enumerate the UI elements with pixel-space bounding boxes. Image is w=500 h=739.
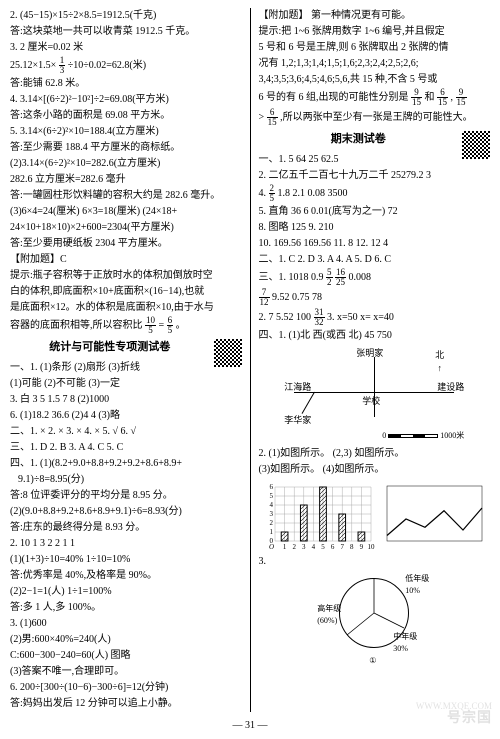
text: 6. (1)18.2 36.6 (2)4 4 (3)略 <box>10 408 242 423</box>
text: (3)如图所示。 (4)如图所示。 <box>259 462 491 477</box>
text: 提示:瓶子容积等于正放时水的体积加倒放时空 <box>10 268 242 283</box>
svg-text:7: 7 <box>340 543 344 551</box>
svg-text:1: 1 <box>282 543 286 551</box>
svg-text:4: 4 <box>269 501 273 509</box>
svg-text:6: 6 <box>269 483 273 491</box>
text: 3,4;3,5;3,6;4,5;4,6;5,6,共 15 种,不含 5 号或 <box>259 72 491 87</box>
text: 答:优秀率是 40%,及格率是 90%。 <box>10 568 242 583</box>
text: 2. 10 1 3 2 2 1 1 <box>10 536 242 551</box>
text: 5 号和 6 号是王牌,则 6 张牌取出 2 张牌的情 <box>259 40 491 55</box>
text: 是底面积×12。水的体积是底面积×10,由于水与 <box>10 300 242 315</box>
text: > 615 ,所以两张中至少有一张是王牌的可能性大。 <box>259 108 491 127</box>
page-number: — 31 — <box>0 718 500 733</box>
text: 一、1. 5 64 25 62.5 <box>259 152 491 167</box>
pie-chart: 低年级10% 高年级(60%) 中年级30% ① <box>329 573 419 663</box>
text: (2)男:600×40%=240(人) <box>10 632 242 647</box>
text: (1)可能 (2)不可能 (3)一定 <box>10 376 242 391</box>
svg-text:5: 5 <box>321 543 325 551</box>
text: 二、1. C 2. D 3. A 4. A 5. D 6. C <box>259 252 491 267</box>
text: 【附加题】 第一种情况更有可能。 <box>259 8 491 23</box>
compass-icon: 北 ↑ <box>435 349 444 376</box>
text: 答:这条小路的面积是 69.08 平方米。 <box>10 108 242 123</box>
text: 况有 1,2;1,3;1,4;1,5;1,6;2,3;2,4;2,5;2,6; <box>259 56 491 71</box>
text: 6 号的有 6 组,出现的可能性分别是 915 和 615 , 915 <box>259 88 491 107</box>
column-divider <box>250 8 251 712</box>
charts-row: 012345612345678910O <box>259 478 491 554</box>
text: 2. 7 5.52 100 3132 3. x=50 x= x=40 <box>259 308 491 327</box>
text: (3)6×4=24(厘米) 6×3=18(厘米) (24×18+ <box>10 204 242 219</box>
text: 答:至少要用硬纸板 2304 平方厘米。 <box>10 236 242 251</box>
svg-text:4: 4 <box>311 543 315 551</box>
text: 282.6 立方厘米=282.6 毫升 <box>10 172 242 187</box>
text: 6. 200÷[300÷(10−6)−300÷6]=12(分钟) <box>10 680 242 695</box>
svg-text:1: 1 <box>269 528 273 536</box>
left-column: 2. (45−15)×15÷2×8.5=1912.5(千克) 答:这块菜地一共可… <box>10 8 242 712</box>
text: 24×10+18×10)×2+600=2304(平方厘米) <box>10 220 242 235</box>
text: 5. 3.14×(6÷2)²×10=188.4(立方厘米) <box>10 124 242 139</box>
text: 10. 169.56 169.56 11. 8 12. 12 4 <box>259 236 491 251</box>
text: 2. (1)如图所示。 (2,3) 如图所示。 <box>259 446 491 461</box>
text: 提示:把 1~6 张牌用数字 1~6 编号,并且假定 <box>259 24 491 39</box>
text: 5. 直角 36 6 0.01(底写为之一) 72 <box>259 204 491 219</box>
text: 四、1. (1)北 西(或西 北) 45 750 <box>259 328 491 343</box>
text: 答:妈妈出发后 12 分钟可以追上小静。 <box>10 696 242 711</box>
text: 三、1. 1018 0.9 52 1625 0.008 <box>259 268 491 287</box>
text: C:600−300−240=60(人) 图略 <box>10 648 242 663</box>
svg-text:3: 3 <box>302 543 306 551</box>
watermark: 号宗国 <box>447 708 492 729</box>
text: 白的体积,即底面积×10+底面积×(16−14),也就 <box>10 284 242 299</box>
text: (2)2−1=1(人) 1÷1=100% <box>10 584 242 599</box>
text: 答:能铺 62.8 米。 <box>10 76 242 91</box>
section-title: 期末测试卷 <box>259 131 491 148</box>
svg-text:2: 2 <box>292 543 296 551</box>
text: 9.1)÷8=8.95(分) <box>10 472 242 487</box>
section-title: 统计与可能性专项测试卷 <box>10 339 242 356</box>
text: (2)(9.0+8.8+9.2+8.6+8.9+9.1)÷6=8.93(分) <box>10 504 242 519</box>
text: 答:至少需要 188.4 平方厘米的商标纸。 <box>10 140 242 155</box>
text: 四、1. (1)(8.2+9.0+8.8+9.2+9.2+8.6+8.9+ <box>10 456 242 471</box>
qr-code-icon <box>462 131 490 159</box>
text: 4. 25 1.8 2.1 0.08 3500 <box>259 184 491 203</box>
svg-text:2: 2 <box>269 519 273 527</box>
line-chart <box>382 481 487 551</box>
svg-text:10: 10 <box>367 543 375 551</box>
right-column: 【附加题】 第一种情况更有可能。 提示:把 1~6 张牌用数字 1~6 编号,并… <box>259 8 491 712</box>
svg-text:9: 9 <box>359 543 363 551</box>
text: 答:一罐圆柱形饮料罐的容积大约是 282.6 毫升。 <box>10 188 242 203</box>
text: 容器的底面积相等,所以容积比 105 = 65 。 <box>10 316 242 335</box>
text: 三、1. D 2. B 3. A 4. C 5. C <box>10 440 242 455</box>
svg-text:6: 6 <box>330 543 334 551</box>
text: 2. 二亿五千二百七十九万二千 25279.2 3 <box>259 168 491 183</box>
bar-chart: 012345612345678910O <box>261 481 376 551</box>
text: 8. 图略 125 9. 210 <box>259 220 491 235</box>
bar-chart-svg: 012345612345678910O <box>261 481 376 551</box>
text: 3. 白 3 5 1.5 7 8 (2)1000 <box>10 392 242 407</box>
text: 答:8 位评委评分的平均分是 8.95 分。 <box>10 488 242 503</box>
text: 一、1. (1)条形 (2)扇形 (3)折线 <box>10 360 242 375</box>
text: 3. (1)600 <box>10 616 242 631</box>
svg-text:8: 8 <box>350 543 354 551</box>
text: 4. 3.14×[(6÷2)²−10²]÷2=69.08(平方米) <box>10 92 242 107</box>
text: 25.12×1.5× 13 ÷10÷0.02=62.8(米) <box>10 56 242 75</box>
svg-text:O: O <box>269 543 274 551</box>
text: 二、1. × 2. × 3. × 4. × 5. √ 6. √ <box>10 424 242 439</box>
text: 2. (45−15)×15÷2×8.5=1912.5(千克) <box>10 8 242 23</box>
scale-bar: 0 1000米 <box>382 430 464 442</box>
text: 【附加题】C <box>10 252 242 267</box>
text: 答:庄东的最终得分是 8.93 分。 <box>10 520 242 535</box>
line-chart-svg <box>382 481 487 551</box>
text: 3. <box>259 554 491 569</box>
text: 答:多 1 人,多 100%。 <box>10 600 242 615</box>
qr-code-icon <box>214 339 242 367</box>
text: (3)答案不唯一,合理即可。 <box>10 664 242 679</box>
text: (1)(1+3)÷10=40% 1÷10=10% <box>10 552 242 567</box>
text: 答:这块菜地一共可以收青菜 1912.5 千克。 <box>10 24 242 39</box>
text: 3. 2 厘米=0.02 米 <box>10 40 242 55</box>
text: (2)3.14×(6÷2)²×10=282.6(立方厘米) <box>10 156 242 171</box>
svg-text:5: 5 <box>269 492 273 500</box>
text: 712 9.52 0.75 78 <box>259 288 491 307</box>
map-diagram: 北 ↑ 张明家 江海路 建设路 学校 李华家 0 1000米 <box>284 347 464 442</box>
svg-text:3: 3 <box>269 510 273 518</box>
